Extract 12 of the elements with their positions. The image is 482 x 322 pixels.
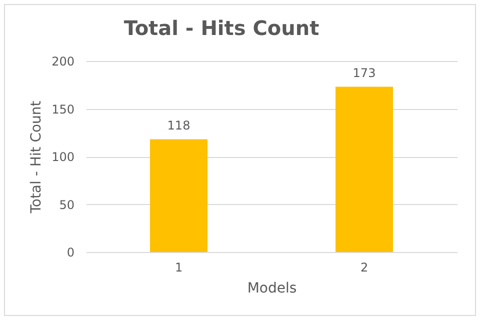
chart-title: Total - Hits Count <box>124 16 320 40</box>
y-tick-label: 150 <box>52 102 74 116</box>
x-tick-label: 1 <box>174 260 183 274</box>
data-label: 118 <box>167 118 190 132</box>
y-tick-label: 50 <box>59 198 74 212</box>
x-axis-title: Models <box>247 280 297 296</box>
x-tick-label: 2 <box>360 260 368 274</box>
y-axis-title: Total - Hit Count <box>28 100 45 214</box>
y-tick-label: 100 <box>52 150 74 164</box>
y-tick-label: 200 <box>52 54 74 68</box>
data-label: 173 <box>352 66 376 80</box>
y-tick-label: 0 <box>66 246 74 260</box>
